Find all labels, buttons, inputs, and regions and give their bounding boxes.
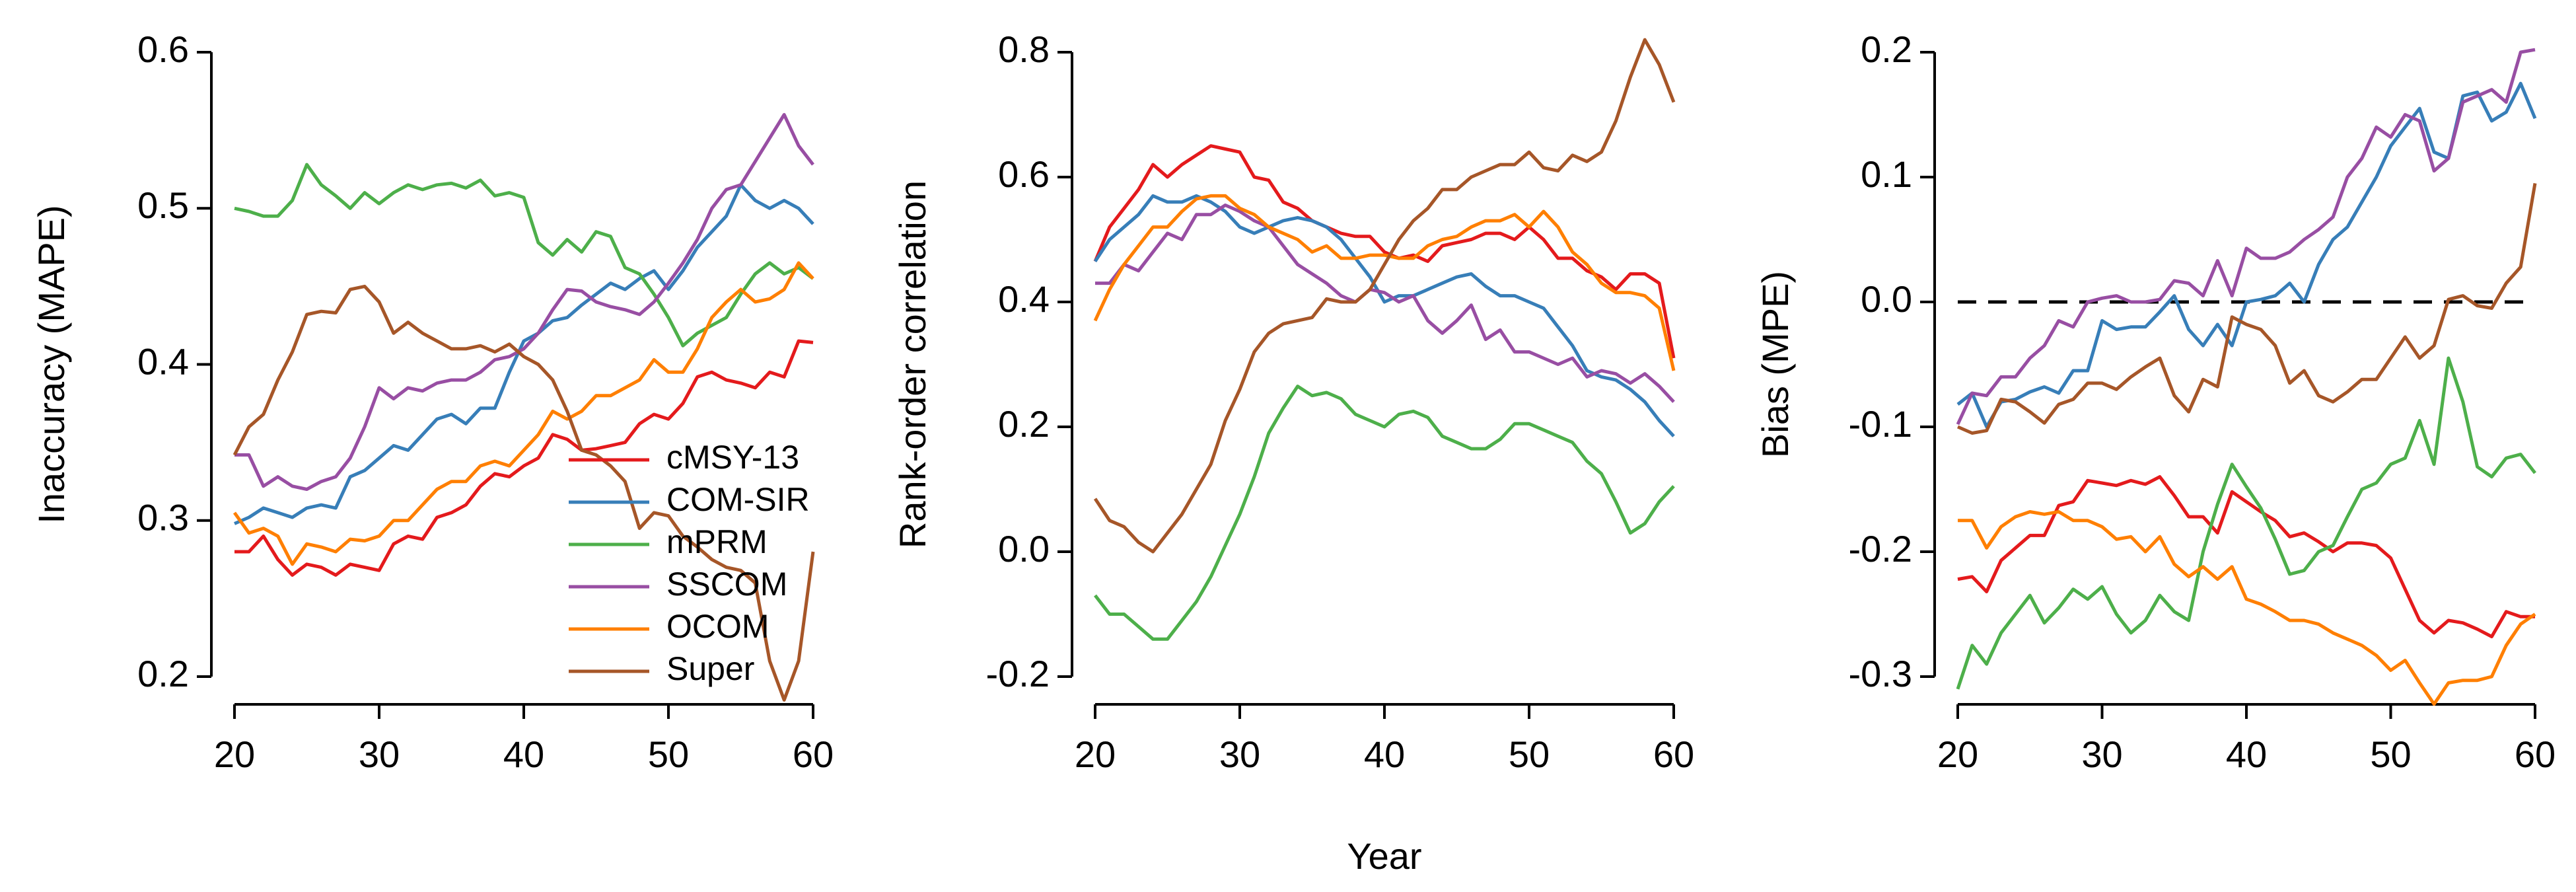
y-axis-label: Rank-order correlation xyxy=(892,180,933,548)
y-tick-label: 0.8 xyxy=(998,28,1050,70)
x-tick-label: 20 xyxy=(1075,733,1116,775)
x-tick-label: 30 xyxy=(1219,733,1260,775)
series-line xyxy=(1957,475,2535,638)
x-tick-label: 30 xyxy=(2081,733,2122,775)
y-tick-label: 0.2 xyxy=(998,403,1050,445)
x-tick-label: 20 xyxy=(214,733,255,775)
series-line xyxy=(233,261,814,566)
series-line xyxy=(1956,356,2536,690)
x-tick-label: 50 xyxy=(1509,733,1550,775)
x-tick-label: 50 xyxy=(2370,733,2411,775)
y-axis-label: Inaccuracy (MAPE) xyxy=(30,205,72,523)
y-tick-label: 0.6 xyxy=(137,28,189,70)
y-tick-label: -0.3 xyxy=(1849,653,1913,694)
x-axis-label: Year xyxy=(1347,835,1421,877)
legend-label: Super xyxy=(666,650,754,687)
y-tick-label: -0.1 xyxy=(1849,403,1913,445)
legend-label: cMSY-13 xyxy=(666,439,799,476)
y-axis-label: Bias (MPE) xyxy=(1754,271,1796,458)
x-tick-label: 40 xyxy=(1364,733,1405,775)
y-tick-label: 0.2 xyxy=(137,653,189,694)
y-tick-label: 0.2 xyxy=(1861,28,1912,70)
y-tick-label: 0.5 xyxy=(137,184,189,226)
y-tick-label: 0.1 xyxy=(1861,153,1912,195)
series-line xyxy=(1093,38,1676,554)
y-tick-label: 0.4 xyxy=(137,340,189,382)
series-line xyxy=(234,339,814,577)
series-line xyxy=(233,284,815,702)
y-tick-label: 0.0 xyxy=(998,528,1050,570)
y-tick-label: 0.3 xyxy=(137,497,189,539)
series-line xyxy=(234,183,814,525)
legend-label: OCOM xyxy=(666,608,769,645)
y-tick-label: 0.4 xyxy=(998,278,1050,320)
series-line xyxy=(1094,385,1675,641)
series-line xyxy=(1093,144,1676,359)
x-tick-label: 60 xyxy=(793,733,834,775)
x-tick-label: 20 xyxy=(1937,733,1978,775)
x-tick-label: 30 xyxy=(359,733,400,775)
series-line xyxy=(234,113,814,491)
x-tick-label: 40 xyxy=(503,733,544,775)
x-tick-label: 50 xyxy=(648,733,689,775)
series-line xyxy=(1095,204,1675,403)
y-tick-label: -0.2 xyxy=(1849,528,1913,570)
series-line xyxy=(1958,510,2536,706)
x-tick-label: 60 xyxy=(2515,733,2556,775)
series-line xyxy=(234,163,814,348)
y-tick-label: 0.6 xyxy=(998,153,1050,195)
y-tick-label: 0.0 xyxy=(1861,278,1912,320)
legend-label: SSCOM xyxy=(666,566,787,603)
series-line xyxy=(1956,48,2536,426)
legend-label: mPRM xyxy=(666,523,768,560)
y-tick-label: -0.2 xyxy=(986,653,1050,694)
x-tick-label: 40 xyxy=(2226,733,2267,775)
x-tick-label: 60 xyxy=(1653,733,1694,775)
series-line xyxy=(1957,182,2537,435)
series-line xyxy=(1093,194,1675,437)
series-line xyxy=(1093,194,1676,371)
series-line xyxy=(1956,81,2537,429)
legend-label: COM-SIR xyxy=(666,481,810,518)
